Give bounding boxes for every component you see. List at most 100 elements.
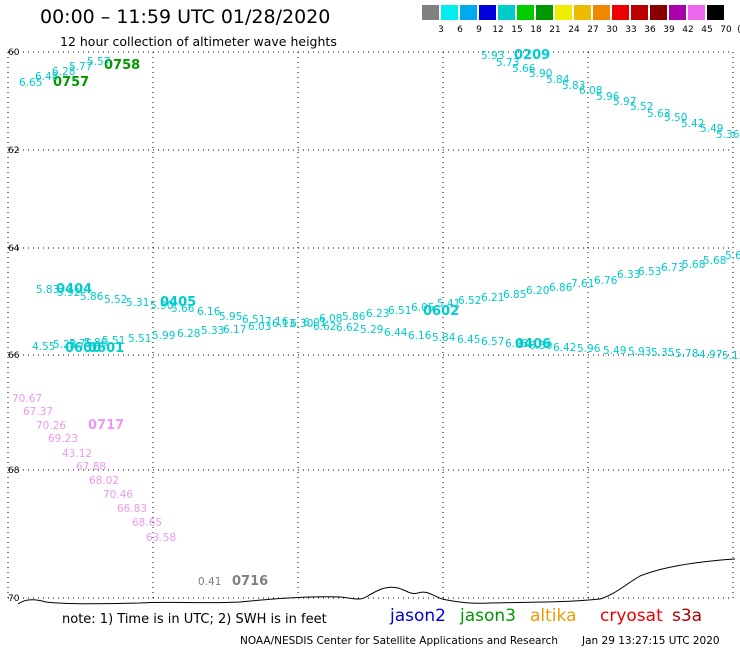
wave-height-value: 5.51 [102, 335, 125, 347]
scale-swatch [631, 5, 648, 20]
wave-height-value: 6.45 [457, 334, 480, 346]
legend-altika: altika [530, 606, 577, 626]
pass-time-label: 0601 [88, 341, 124, 356]
track-jason3-0757: 0758 0757 [53, 58, 140, 90]
legend-jason2: jason2 [390, 606, 446, 626]
wave-height-value: 6.17 [223, 324, 246, 336]
wave-height-value: 66.83 [117, 503, 147, 515]
wave-height-value: 68.02 [89, 475, 119, 487]
wave-height-value: 5.83 [36, 284, 59, 296]
wave-height-value: 43.12 [62, 448, 92, 460]
wave-height-value: 68.65 [132, 517, 162, 529]
wave-height-value: 6.28 [52, 66, 75, 78]
legend-note: note: 1) Time is in UTC; 2) SWH is in fe… [62, 612, 327, 627]
scale-label: 18 [530, 25, 542, 35]
track-cryosat-0209: 5.935.735.665.905.845.836.085.965.975.52… [481, 48, 740, 141]
wave-height-value: 5.78 [675, 348, 698, 360]
wave-height-value: 5.73 [496, 57, 519, 69]
scale-label: 21 [549, 25, 561, 35]
y-tick-label: 64 [8, 244, 20, 254]
scale-swatch [574, 5, 591, 20]
scale-label: 36 [644, 25, 656, 35]
scale-label: 45 [701, 25, 713, 35]
track-cryosat-0404: 5.835.92 5.86 5.525.31 5.905.66 6.165.95 6.51… [36, 250, 740, 330]
wave-height-value: 6.62 [313, 321, 336, 333]
wave-height-value: 5.93 [628, 346, 651, 358]
scale-swatch [498, 5, 515, 20]
wave-height-value: 6.53 [638, 266, 661, 278]
wave-height-value: 67.88 [76, 461, 106, 473]
wave-height-value: 6.16 [197, 306, 221, 318]
wave-height-value: 4.55 [32, 341, 55, 353]
wave-height-value: 5.66 [512, 63, 536, 75]
wave-height-value: 5.35 [651, 347, 674, 359]
wave-height-value: 5.96 [577, 343, 601, 355]
scale-swatch [593, 5, 610, 20]
wave-height-value: 5.92 [57, 287, 80, 299]
wave-height-value: 6.16 [408, 330, 432, 342]
scale-label: 33 [625, 25, 637, 35]
wave-height-value: 6.48 [35, 71, 58, 83]
generation-timestamp: Jan 29 13:27:15 UTC 2020 [582, 635, 720, 647]
wave-height-value: 6.85 [503, 289, 526, 301]
wave-height-value: 6.50 [529, 340, 552, 352]
scale-swatch [536, 5, 553, 20]
wave-height-value: 5.52 [630, 101, 653, 113]
wave-height-value: 6.62 [336, 322, 359, 334]
y-tick-label: 62 [8, 146, 19, 156]
wave-height-value: 5.29 [360, 324, 383, 336]
wave-height-value: 6.03 [248, 321, 271, 333]
wave-height-value: 67.37 [23, 406, 53, 418]
axis-labels: 03691215606264666870 [8, 48, 20, 604]
satellite-tracks: 075807575.575.776.286.486.655.935.735.66… [12, 48, 740, 589]
pass-time-label: 0602 [423, 304, 459, 319]
wave-height-value: 5.96 [596, 91, 620, 103]
y-tick-label: 68 [8, 466, 20, 476]
map-title: 00:00 – 11:59 UTC 01/28/2020 [40, 6, 331, 28]
wave-height-value: 5.42 [681, 118, 704, 130]
scale-swatch [460, 5, 477, 20]
wave-height-value: 6.51 [388, 305, 411, 317]
wave-height-value: 6.05 [411, 302, 434, 314]
scale-unit: (ft) [734, 25, 740, 35]
wave-height-value: 5.83 [562, 80, 585, 92]
wave-height-value: 6.93 [505, 338, 528, 350]
scale-swatch [688, 5, 705, 20]
wave-height-value: 5.86 [80, 291, 104, 303]
pass-time-label: 0405 [160, 295, 196, 310]
wave-height-value: 5.90 [529, 68, 552, 80]
wave-height-value: 0.41 [198, 576, 221, 588]
wave-height-value: 5.90 [150, 300, 173, 312]
scale-label: 30 [606, 25, 618, 35]
y-tick-label: 60 [8, 48, 20, 58]
wave-height-value: 5.36 [716, 129, 740, 141]
legend-jason3: jason3 [460, 606, 516, 626]
scale-swatch [479, 5, 496, 20]
wave-height-value: 5.23 [53, 339, 76, 351]
coastline [17, 558, 736, 605]
wave-height-value: 5.66 [171, 303, 195, 315]
scale-label: 9 [476, 25, 482, 35]
wave-height-value: 6.76 [594, 275, 618, 287]
scale-swatch [422, 5, 439, 20]
wave-height-value: 70.67 [12, 393, 42, 405]
scale-swatch [441, 5, 458, 20]
wave-height-value: 4.97 [699, 349, 722, 361]
scale-swatch [612, 5, 629, 20]
wave-height-value: 5.68 [682, 259, 705, 271]
wave-height-value: 5.33 [201, 325, 224, 337]
track-cryosat-0757: 5.575.776.286.486.65 [19, 56, 110, 89]
wave-height-value: 63.58 [146, 532, 176, 544]
wave-height-value: 5.75 [69, 338, 92, 350]
wave-height-value: 6.30 [290, 318, 313, 330]
wave-height-map: 03691215606264666870 075807575.575.776.2… [7, 48, 740, 605]
wave-height-value: 5.41 [437, 298, 460, 310]
wave-height-value: 70.46 [103, 489, 133, 501]
pass-time-label: 0209 [514, 48, 550, 63]
scale-swatch [650, 5, 667, 20]
wave-height-value: 6.23 [366, 308, 389, 320]
scale-label: 27 [587, 25, 599, 35]
wave-height-value: 6.86 [549, 282, 573, 294]
wave-height-value: 5.86 [342, 311, 366, 323]
